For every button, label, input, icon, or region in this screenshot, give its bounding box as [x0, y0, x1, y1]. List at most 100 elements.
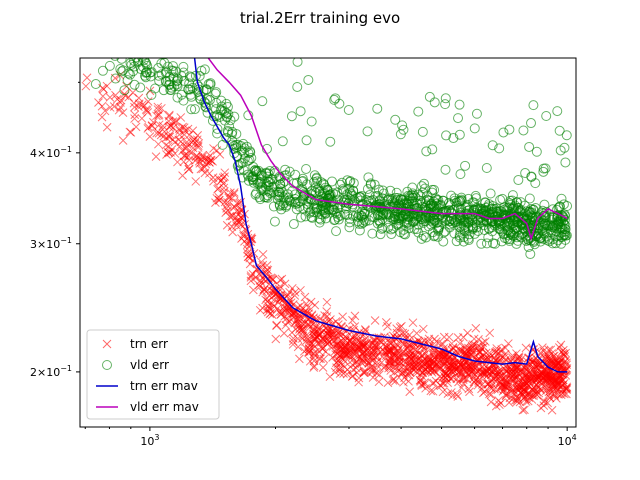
data-point: [524, 193, 535, 204]
data-point: [502, 225, 513, 236]
data-point: [479, 388, 488, 398]
data-point: [301, 135, 312, 146]
data-point: [558, 375, 568, 385]
data-point: [118, 108, 128, 118]
data-point: [253, 165, 264, 176]
data-point: [449, 193, 460, 204]
data-point: [403, 219, 414, 230]
data-point: [330, 93, 341, 104]
data-point: [359, 368, 369, 377]
data-point: [520, 223, 531, 234]
data-point: [536, 385, 546, 395]
data-point: [260, 167, 271, 178]
data-point: [536, 403, 546, 413]
data-point: [554, 125, 565, 136]
legend[interactable]: trn err vld err trn err mav vld err mav: [86, 329, 220, 420]
legend-item: trn err mav: [96, 379, 198, 393]
data-point: [438, 378, 447, 388]
data-point: [478, 220, 489, 231]
data-point: [441, 205, 452, 216]
data-point: [263, 176, 274, 187]
data-point: [184, 155, 194, 165]
data-point: [355, 192, 366, 203]
data-point: [448, 372, 458, 382]
data-point: [189, 104, 200, 115]
data-point: [462, 349, 471, 359]
data-point: [412, 208, 423, 219]
data-point: [184, 71, 195, 82]
data-point: [444, 332, 454, 342]
data-point: [476, 238, 487, 249]
data-point: [98, 91, 108, 101]
data-point: [278, 198, 289, 209]
data-point: [243, 248, 252, 258]
data-point: [421, 146, 432, 157]
data-point: [514, 383, 524, 392]
data-point: [159, 47, 168, 56]
data-point: [286, 111, 297, 122]
data-point: [505, 393, 515, 403]
data-point: [542, 371, 552, 381]
data-point: [444, 215, 455, 226]
data-point: [421, 232, 432, 243]
data-point: [329, 333, 339, 342]
data-point: [309, 353, 318, 363]
data-point: [514, 352, 524, 361]
data-point: [487, 140, 498, 151]
data-point: [429, 97, 440, 108]
data-point: [233, 215, 243, 225]
data-point: [258, 185, 269, 196]
data-point: [335, 179, 346, 190]
data-point: [522, 379, 532, 389]
axes: 103 104 2×10−1 3×10−1 4×10−1: [30, 81, 577, 448]
data-point: [212, 123, 223, 134]
data-point: [440, 226, 451, 237]
data-point: [228, 227, 238, 237]
data-point: [131, 58, 142, 63]
data-point: [400, 209, 411, 220]
data-point: [464, 343, 473, 353]
data-point: [396, 352, 406, 362]
data-point: [292, 81, 303, 92]
data-point: [312, 203, 323, 214]
data-point: [497, 193, 508, 204]
data-point: [295, 106, 306, 117]
data-point: [275, 294, 285, 303]
data-point: [527, 374, 536, 384]
data-point: [458, 373, 468, 383]
data-point: [146, 89, 157, 100]
data-point: [110, 58, 120, 61]
data-point: [410, 192, 421, 203]
data-point: [331, 341, 341, 350]
data-point: [122, 75, 133, 86]
data-point: [481, 238, 492, 249]
data-point: [120, 89, 129, 99]
data-point: [251, 188, 262, 199]
data-point: [130, 102, 139, 112]
data-point: [246, 153, 257, 164]
data-point: [279, 328, 289, 338]
data-point: [267, 310, 277, 320]
data-point: [406, 358, 416, 368]
data-point: [324, 189, 335, 200]
data-point: [295, 354, 304, 364]
data-point: [160, 58, 167, 60]
data-point: [386, 229, 397, 240]
data-point: [371, 340, 381, 350]
data-point: [171, 66, 182, 77]
data-point: [176, 113, 186, 122]
data-point: [525, 249, 536, 260]
data-point: [560, 234, 571, 245]
data-point: [200, 98, 211, 109]
data-point: [552, 394, 561, 403]
data-point: [126, 40, 135, 49]
data-point: [145, 132, 155, 141]
data-point: [477, 362, 487, 372]
data-point: [306, 339, 315, 349]
data-point: [384, 363, 393, 373]
data-point: [292, 58, 303, 67]
data-point: [276, 292, 286, 301]
data-point: [428, 348, 438, 357]
data-point: [222, 101, 233, 112]
data-point: [162, 133, 171, 143]
